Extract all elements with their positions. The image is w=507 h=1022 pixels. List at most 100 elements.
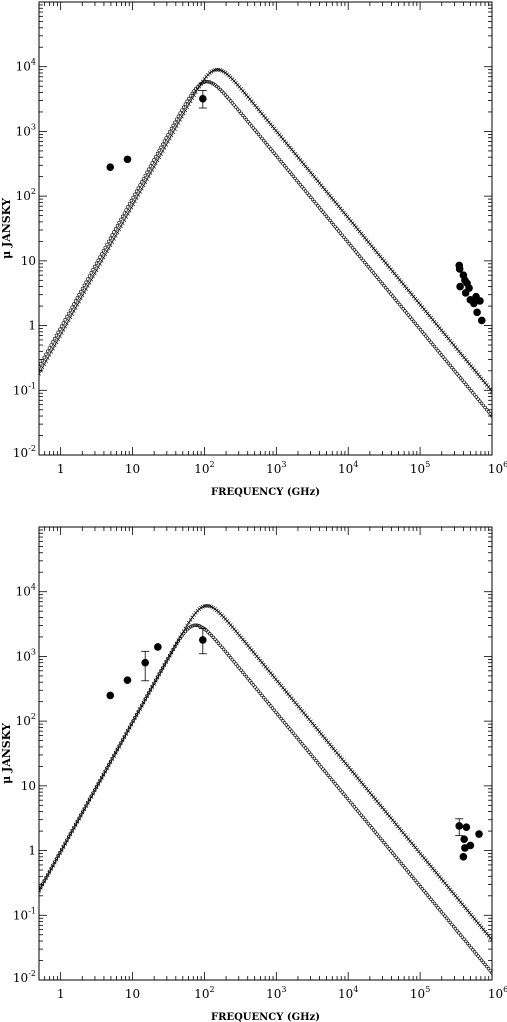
model-point [65,314,69,319]
model-point [71,309,76,313]
observed-point [475,830,483,838]
model-point [465,384,470,389]
model-point [274,710,278,714]
y-tick-label: 102 [16,187,36,203]
model-point [169,650,174,655]
model-point [253,128,257,132]
model-point [190,615,195,620]
model-point [192,93,196,98]
model-point [136,709,141,714]
model-point [241,670,245,675]
model-point [117,227,121,232]
model-point [312,199,316,204]
model-point [154,155,158,159]
model-point [420,330,425,334]
model-point [323,212,327,216]
model-point [390,851,395,855]
model-point [404,311,409,315]
model-point [471,391,475,395]
model-point [357,811,362,815]
model-point [307,750,311,754]
model-point [293,176,297,181]
model-point [345,239,350,244]
model-point [218,643,222,647]
model-point [209,633,214,638]
model-point [139,186,144,191]
model-point [347,241,351,246]
model-point [249,681,254,685]
model-point [131,195,135,200]
model-point [289,729,294,733]
model-point [298,739,303,744]
model-point [51,863,55,867]
model-point [54,340,59,345]
model-point [188,618,193,622]
model-point [451,367,456,372]
model-point [331,222,336,227]
model-point [474,395,479,399]
model-point [309,195,313,200]
model-point [490,414,492,418]
model-point [478,956,482,960]
model-point [286,168,290,172]
model-point [103,769,107,773]
model-point [237,109,242,113]
model-point [288,170,292,174]
model-point [382,840,386,845]
model-point [218,87,222,92]
bottom-panel: 1 10 102 103 104 105 106 10-2 10-1 1 10 102 103 104 FR… [0,526,507,1022]
model-point [101,255,106,260]
model-point [186,102,191,107]
model-point [364,819,369,824]
model-point [176,114,181,118]
model-point [373,830,377,834]
model-point [288,727,292,731]
model-point [208,80,212,84]
model-point [80,810,85,814]
model-point [150,684,154,689]
model-point [115,747,120,751]
x-axis-label: FREQUENCY (GHz) [211,487,320,498]
model-point [155,158,160,163]
model-point [159,152,163,157]
model-point [171,647,175,652]
model-point [418,328,423,332]
model-point [333,782,337,786]
model-point [106,763,111,767]
model-point [169,126,174,131]
model-point [150,161,154,165]
model-point [72,302,76,306]
model-point [140,180,144,184]
model-point [101,772,106,776]
model-point [389,292,393,296]
observed-point [460,835,468,843]
model-point [194,87,198,91]
model-point [330,220,334,225]
model-point [279,716,283,721]
model-point [269,704,273,708]
model-point [401,863,405,868]
observed-point [470,299,478,308]
model-point [221,91,226,95]
model-point [246,676,250,681]
model-point [375,832,379,836]
observed-point [106,163,115,172]
model-point [131,719,135,723]
model-point [251,126,256,130]
model-point [129,722,134,726]
model-point [75,296,80,300]
model-point [460,378,465,382]
model-point [457,374,461,378]
model-point [370,269,374,273]
model-point [450,922,454,927]
observed-point [456,282,464,291]
model-point [239,111,243,116]
model-point [488,969,492,973]
model-point [75,302,80,307]
model-point [432,344,437,349]
model-point [127,725,132,729]
model-point [356,809,360,813]
model-point [396,857,400,862]
model-point [343,794,348,799]
model-point [312,756,316,761]
